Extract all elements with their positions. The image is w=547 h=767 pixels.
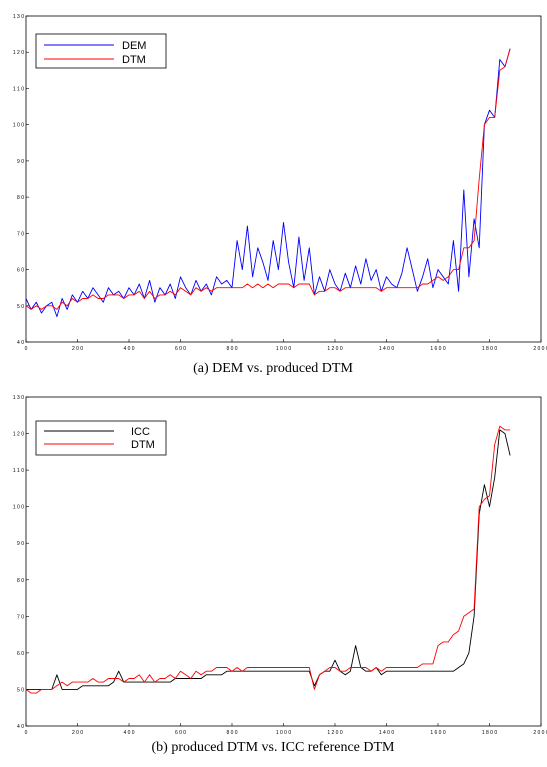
x-tick-label: 1 4 0 0 <box>379 346 395 352</box>
y-tick-label: 4 0 <box>17 340 24 346</box>
y-tick-label: 1 2 0 <box>13 50 24 56</box>
x-tick-label: 6 0 0 <box>175 346 186 352</box>
chart-b: 0 2 0 0 4 0 0 6 0 0 8 0 0 1 0 0 0 1 2 0 0 1 4 0… <box>13 395 547 755</box>
y-tick-label: 8 0 <box>17 578 24 584</box>
chart-a: 0 2 0 0 4 0 0 6 0 0 8 0 0 1 0 0 0 1 2 0 0 1 4 0… <box>13 14 547 376</box>
series-line-icc <box>26 429 511 690</box>
y-tick-label: 9 0 <box>17 541 24 547</box>
x-tick-label: 6 0 0 <box>175 730 186 736</box>
y-axis-ticks: 4 0 5 0 6 0 7 0 8 0 9 0 1 0 0 1 1 0 1 2 0 1 3 0 <box>13 395 29 730</box>
legend: DEM DTM <box>35 33 167 69</box>
x-tick-label: 1 2 0 0 <box>327 346 343 352</box>
x-tick-label: 1 2 0 0 <box>327 730 343 736</box>
x-tick-label: 2 0 0 0 <box>533 346 547 352</box>
y-tick-label: 1 2 0 <box>13 432 24 438</box>
y-tick-label: 5 0 <box>17 304 24 310</box>
series-line-dtm <box>25 48 511 310</box>
y-tick-label: 7 0 <box>17 231 24 237</box>
y-tick-label: 8 0 <box>17 195 24 201</box>
legend-label-icc: ICC <box>131 426 150 438</box>
x-tick-label: 8 0 0 <box>226 346 237 352</box>
x-axis-ticks: 0 2 0 0 4 0 0 6 0 0 8 0 0 1 0 0 0 1 2 0 0 1 4 0… <box>25 723 547 736</box>
x-tick-label: 0 <box>25 730 28 736</box>
x-tick-label: 4 0 0 <box>123 730 134 736</box>
legend-label-dem: DEM <box>122 40 146 52</box>
x-tick-label: 4 0 0 <box>123 346 134 352</box>
y-tick-label: 1 3 0 <box>13 14 24 20</box>
series-lines <box>25 48 511 318</box>
x-tick-label: 1 6 0 0 <box>430 346 446 352</box>
x-tick-label: 1 8 0 0 <box>482 730 498 736</box>
legend-label-dtm: DTM <box>131 439 155 451</box>
caption-b: (b) produced DTM vs. ICC reference DTM <box>152 740 396 755</box>
x-tick-label: 2 0 0 <box>72 730 83 736</box>
x-tick-label: 1 8 0 0 <box>482 346 498 352</box>
y-tick-label: 1 1 0 <box>13 468 24 474</box>
x-tick-label: 1 6 0 0 <box>430 730 446 736</box>
series-line-dtm <box>25 425 511 694</box>
y-tick-label: 1 3 0 <box>13 395 24 401</box>
y-tick-label: 7 0 <box>17 614 24 620</box>
y-tick-label: 1 0 0 <box>13 505 24 511</box>
y-tick-label: 6 0 <box>17 268 24 274</box>
y-axis-ticks: 4 0 5 0 6 0 7 0 8 0 9 0 1 0 0 1 1 0 1 2 0 1 3 0 <box>13 14 29 346</box>
legend-box <box>35 420 167 456</box>
series-lines <box>25 425 511 694</box>
y-tick-label: 9 0 <box>17 159 24 165</box>
x-axis-ticks: 0 2 0 0 4 0 0 6 0 0 8 0 0 1 0 0 0 1 2 0 0 1 4 0… <box>25 339 547 352</box>
x-tick-label: 2 0 0 <box>72 346 83 352</box>
y-tick-label: 5 0 <box>17 687 24 693</box>
x-tick-label: 1 0 0 0 <box>276 346 292 352</box>
legend-box <box>35 33 167 69</box>
x-tick-label: 0 <box>25 346 28 352</box>
y-tick-label: 4 0 <box>17 724 24 730</box>
caption-a: (a) DEM vs. produced DTM <box>193 361 353 376</box>
x-tick-label: 1 0 0 0 <box>276 730 292 736</box>
x-tick-label: 2 0 0 0 <box>533 730 547 736</box>
y-tick-label: 6 0 <box>17 651 24 657</box>
legend-label-dtm: DTM <box>122 54 146 66</box>
series-line-dem <box>25 48 511 318</box>
y-tick-label: 1 0 0 <box>13 123 24 129</box>
x-tick-label: 1 4 0 0 <box>379 730 395 736</box>
y-tick-label: 1 1 0 <box>13 86 24 92</box>
legend: ICC DTM <box>35 420 167 456</box>
x-tick-label: 8 0 0 <box>226 730 237 736</box>
